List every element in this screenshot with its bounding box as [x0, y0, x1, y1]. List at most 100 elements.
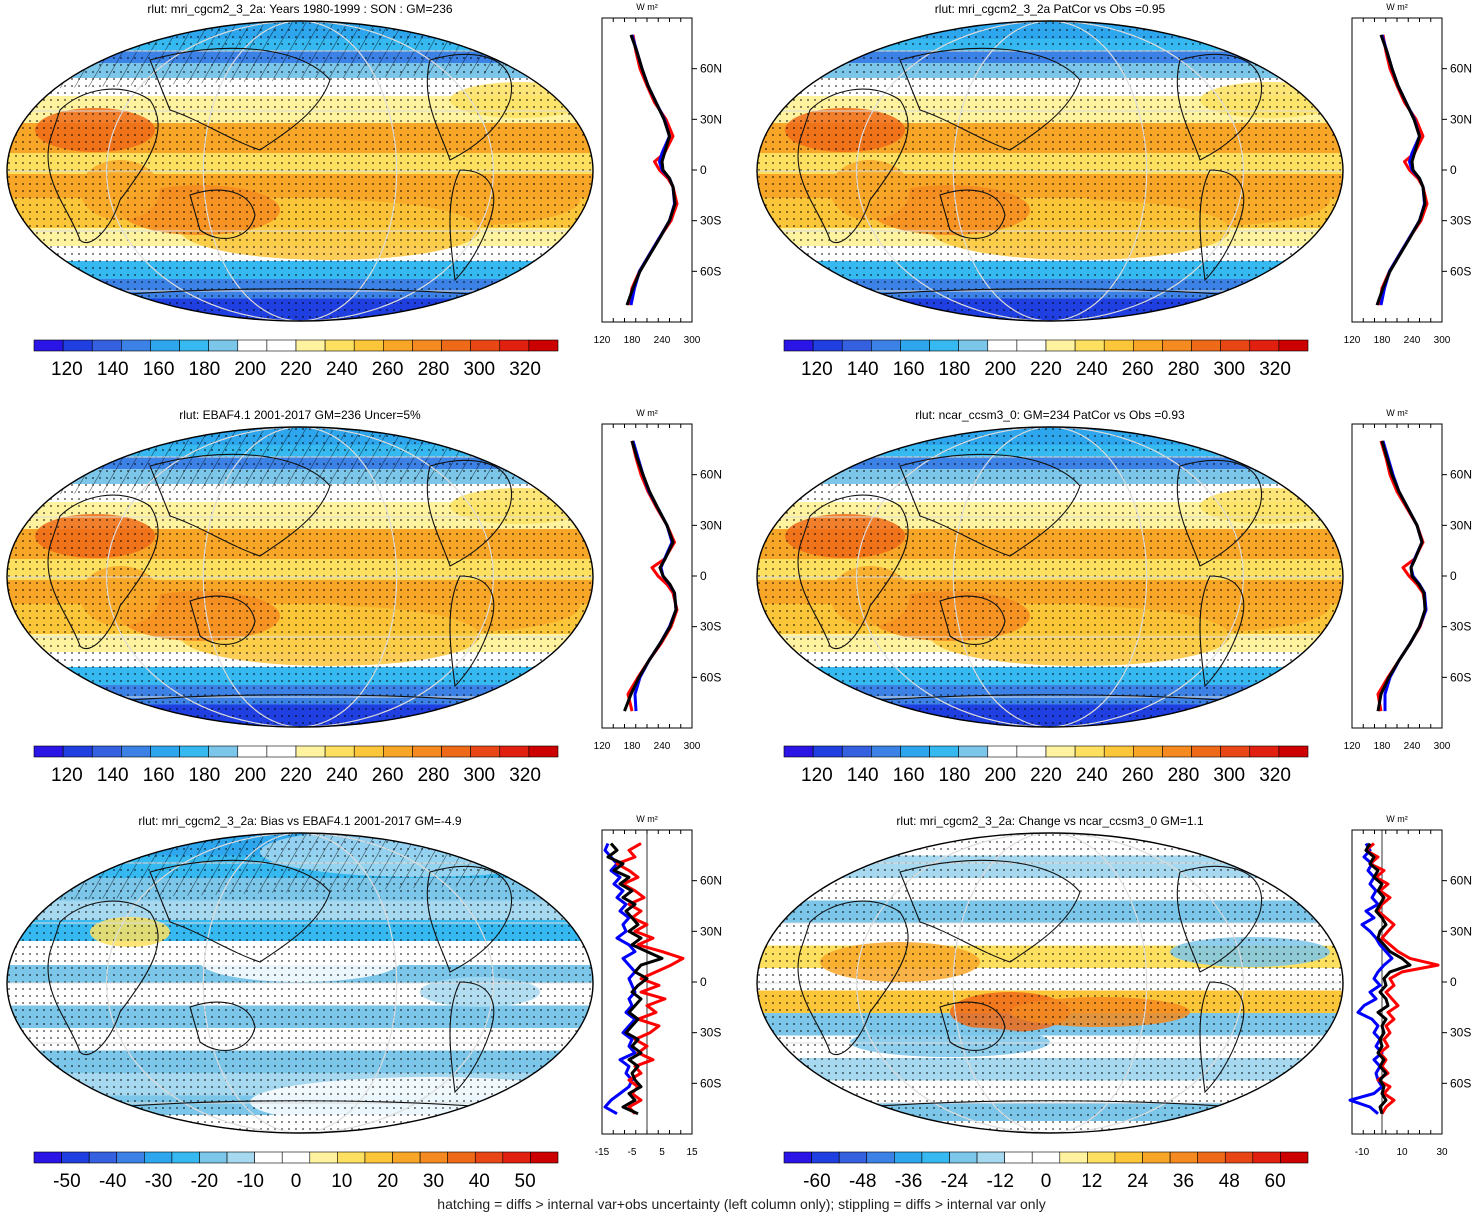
colorbar-label: 180: [189, 359, 221, 380]
colorbar-label: 200: [984, 359, 1016, 380]
colorbar-swatch: [150, 745, 180, 758]
profile-series-line: [1378, 34, 1429, 306]
colorbar-swatch: [929, 745, 959, 758]
map: [6, 20, 594, 322]
colorbar-swatch: [1191, 339, 1221, 352]
colorbar-label: 300: [1213, 765, 1245, 786]
map-border: [756, 426, 1344, 728]
graticule-meridian: [106, 833, 494, 1133]
colorbar-swatch: [1220, 339, 1251, 352]
profile-frame: [601, 17, 693, 323]
profile-xtick-label: 240: [654, 335, 671, 346]
colorbar-swatch: [62, 745, 93, 758]
colorbar-swatch: [179, 745, 209, 758]
colorbar-swatch: [1016, 339, 1047, 352]
colorbar-swatch: [1133, 745, 1163, 758]
graticule-meridian: [856, 21, 1244, 321]
map-title: rlut: mri_cgcm2_3_2a: Years 1980-1999 : …: [147, 2, 453, 16]
colorbar-swatch: [91, 745, 122, 758]
coastline: [449, 169, 495, 282]
colorbar-swatch: [812, 339, 843, 352]
colorbar-swatch: [866, 1151, 895, 1164]
profile-xtick-label: 180: [624, 335, 641, 346]
colorbar-label: 240: [326, 765, 358, 786]
colorbar-swatch: [237, 745, 268, 758]
colorbar-swatch: [266, 339, 297, 352]
colorbar-swatch: [1031, 1151, 1061, 1164]
profile-xtick-label: 5: [659, 1147, 665, 1158]
colorbar-label: 260: [1122, 765, 1154, 786]
profile-ytick-label: 0: [1450, 163, 1457, 177]
zonal-profile: W m² 60N 30N 0 30S 60S 120 180 240 300: [1344, 408, 1472, 752]
colorbar-label: 160: [143, 359, 175, 380]
colorbar-label: 280: [1168, 359, 1200, 380]
colorbar-swatch: [1004, 1151, 1033, 1164]
colorbar-swatch: [929, 339, 959, 352]
coastline: [426, 865, 513, 973]
profile-ytick-label: 60N: [1450, 62, 1472, 76]
colorbar-label: 0: [291, 1171, 302, 1192]
profile-ytick-label: 0: [700, 975, 707, 989]
profile-ytick-label: 30S: [700, 620, 721, 634]
colorbar-swatch: [281, 1151, 311, 1164]
coastline: [1199, 981, 1245, 1094]
profile-frame: [1351, 829, 1443, 1135]
colorbar-label: -24: [941, 1171, 969, 1192]
colorbar-swatch: [1162, 339, 1192, 352]
zonal-profile: W m² 60N 30N 0 30S 60S 120 180 240 300: [1344, 2, 1472, 346]
colorbar-label: 140: [97, 359, 129, 380]
coastline: [149, 453, 331, 557]
colorbar-label: 300: [463, 765, 495, 786]
coastline: [1199, 575, 1245, 688]
profile-xtick-label: -5: [628, 1147, 637, 1158]
profile-ytick-label: 60N: [700, 468, 722, 482]
map: [6, 426, 594, 728]
colorbar-label: 30: [423, 1171, 444, 1192]
colorbar-swatch: [470, 745, 501, 758]
coastline: [426, 53, 513, 161]
panel-2: rlut: mri_cgcm2_3_2a PatCor vs Obs =0.95…: [750, 0, 1483, 390]
profile-xtick-label: 300: [684, 335, 701, 346]
profile-frame: [1351, 423, 1443, 729]
map-border: [6, 20, 594, 322]
profile-xtick-label: 300: [1434, 335, 1451, 346]
colorbar-label: -48: [849, 1171, 876, 1192]
profile-series-line: [1376, 440, 1428, 712]
profile-xtick-label: 120: [594, 335, 611, 346]
profile-ytick-label: 60N: [700, 874, 722, 888]
colorbar-label: 320: [1259, 765, 1291, 786]
colorbar-swatch: [441, 339, 471, 352]
colorbar-swatch: [987, 745, 1018, 758]
colorbar-swatch: [1087, 1151, 1116, 1164]
coastline: [797, 900, 909, 1055]
graticule-meridian: [106, 21, 494, 321]
graticule-meridian: [202, 833, 398, 1133]
colorbar-swatch: [528, 745, 559, 758]
colorbar-swatch: [324, 745, 355, 758]
profile-xtick-label: 180: [1374, 335, 1391, 346]
map-field: [7, 21, 593, 321]
colorbar-swatch: [1045, 745, 1076, 758]
stippling: [757, 21, 1343, 321]
profile-ytick-label: 30S: [1450, 214, 1471, 228]
colorbar-swatch: [353, 339, 384, 352]
colorbar-swatch: [958, 339, 989, 352]
profile-xtick-label: 180: [624, 741, 641, 752]
colorbar-label: -50: [53, 1171, 80, 1192]
stippling: [757, 833, 1343, 1133]
colorbar-label: 240: [1076, 359, 1108, 380]
colorbar: -60 -48 -36 -24 -12 0 12 24 36 48 60: [783, 1151, 1309, 1192]
profile-xtick-label: 30: [1436, 1147, 1448, 1158]
profile-series-line: [629, 34, 676, 306]
colorbar-label: -60: [803, 1171, 830, 1192]
coastline: [939, 189, 1006, 239]
colorbar-swatch: [179, 339, 209, 352]
colorbar: 120 140 160 180 200 220 240 260 280 300 320: [33, 339, 559, 380]
coastline: [189, 595, 256, 645]
colorbar-swatch: [1114, 1151, 1143, 1164]
coastline: [449, 981, 495, 1094]
profile-ytick-label: 30S: [1450, 1026, 1471, 1040]
colorbar-swatch: [150, 339, 180, 352]
colorbar-label: 160: [143, 765, 175, 786]
colorbar-swatch: [1103, 745, 1134, 758]
